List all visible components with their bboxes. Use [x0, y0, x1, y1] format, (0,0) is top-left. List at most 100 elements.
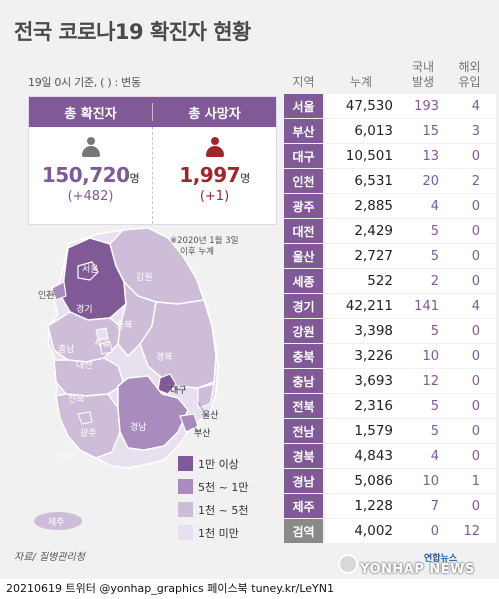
row-domestic: 4 — [430, 198, 439, 214]
confirmed-change: (+482) — [67, 189, 114, 204]
table-body: 서울 47,530 193 4 부산 6,013 15 3 대구 10,501 13 0 인천 6,531… — [284, 94, 496, 543]
table-row: 충남 3,693 12 0 — [284, 369, 496, 393]
row-imported: 0 — [471, 498, 480, 514]
map-label-jeju: 제주 — [48, 518, 65, 528]
row-region: 충북 — [284, 344, 323, 368]
deaths-column: 1,997명 (+1) — [153, 127, 276, 224]
row-region: 세종 — [284, 269, 323, 293]
legend-label: 1천 미만 — [198, 526, 239, 540]
summary-header: 총 확진자 총 사망자 — [29, 97, 276, 127]
row-region: 전남 — [284, 419, 323, 443]
row-cells: 4,843 4 0 — [325, 444, 496, 468]
row-domestic: 141 — [414, 298, 439, 314]
brand-logo: 연합뉴스 YONHAP NEWS — [338, 551, 496, 577]
row-total: 2,885 — [354, 198, 393, 214]
table-row: 검역 4,002 0 12 — [284, 519, 496, 543]
legend-label: 1만 이상 — [198, 457, 239, 471]
legend-label: 1천 ~ 5천 — [198, 503, 249, 517]
row-domestic: 5 — [430, 423, 439, 439]
row-cells: 3,226 10 0 — [325, 344, 496, 368]
stats-table: 지역 누계 국내 발생 해외 유입 서울 47,530 193 4 부산 6,013 15 3 대구… — [284, 44, 496, 544]
row-cells: 1,228 7 0 — [325, 494, 496, 518]
yonhap-logo-icon — [338, 554, 358, 574]
deaths-label: 총 사망자 — [188, 106, 241, 122]
row-domestic: 10 — [422, 348, 439, 364]
deaths-total: 1,997명 — [179, 163, 250, 187]
row-total: 522 — [367, 273, 393, 289]
legend-item: 1천 ~ 5천 — [178, 498, 248, 521]
row-cells: 47,530 193 4 — [325, 94, 496, 118]
row-domestic: 0 — [430, 523, 439, 539]
row-region: 대전 — [284, 219, 323, 243]
subtitle: 19일 0시 기준, ( ) : 변동 — [28, 76, 141, 89]
header-imported: 해외 유입 — [447, 60, 492, 90]
row-domestic: 5 — [430, 398, 439, 414]
map-label-chungnam: 충남 — [58, 345, 75, 355]
person-red-icon — [204, 137, 226, 159]
row-total: 47,530 — [345, 98, 393, 114]
row-cells: 3,693 12 0 — [325, 369, 496, 393]
row-total: 1,579 — [354, 423, 393, 439]
row-imported: 0 — [471, 448, 480, 464]
table-row: 경남 5,086 10 1 — [284, 469, 496, 493]
row-domestic: 15 — [422, 123, 439, 139]
row-region: 경북 — [284, 444, 323, 468]
region-busan — [179, 413, 199, 433]
row-region: 부산 — [284, 119, 323, 143]
row-region: 강원 — [284, 319, 323, 343]
map-label-gyeongnam: 경남 — [130, 423, 147, 433]
row-imported: 0 — [471, 223, 480, 239]
brand-name-en: YONHAP NEWS — [360, 562, 475, 577]
map-label-sejong: 세종 — [94, 339, 111, 349]
row-total: 2,727 — [354, 248, 393, 264]
row-region: 경기 — [284, 294, 323, 318]
row-region: 서울 — [284, 94, 323, 118]
row-region: 경남 — [284, 469, 323, 493]
row-imported: 1 — [471, 473, 480, 489]
row-total: 3,398 — [354, 323, 393, 339]
row-total: 6,531 — [354, 173, 393, 189]
row-domestic: 5 — [430, 323, 439, 339]
header-total: 누계 — [349, 75, 373, 89]
table-row: 인천 6,531 20 2 — [284, 169, 496, 193]
row-total: 4,002 — [354, 523, 393, 539]
confirmed-label: 총 확진자 — [64, 106, 117, 122]
row-imported: 0 — [471, 323, 480, 339]
confirmed-column: 150,720명 (+482) — [29, 127, 153, 224]
table-header: 지역 누계 국내 발생 해외 유입 — [284, 44, 496, 94]
row-cells: 1,579 5 0 — [325, 419, 496, 443]
map-label-gyeonggi: 경기 — [76, 305, 93, 315]
row-region: 검역 — [284, 519, 323, 543]
map-label-gangwon: 강원 — [136, 273, 153, 283]
header-imported-line1: 해외 — [458, 60, 481, 74]
row-imported: 0 — [471, 273, 480, 289]
region-ulsan — [197, 383, 215, 409]
row-total: 2,429 — [354, 223, 393, 239]
row-region: 광주 — [284, 194, 323, 218]
row-cells: 2,316 5 0 — [325, 394, 496, 418]
table-row: 울산 2,727 5 0 — [284, 244, 496, 268]
row-cells: 42,211 141 4 — [325, 294, 496, 318]
row-domestic: 10 — [422, 473, 439, 489]
row-imported: 0 — [471, 348, 480, 364]
row-region: 인천 — [284, 169, 323, 193]
row-cells: 6,013 15 3 — [325, 119, 496, 143]
region-jeonnam — [55, 393, 121, 459]
row-cells: 522 2 0 — [325, 269, 496, 293]
header-divider — [152, 103, 153, 121]
map-note: ※2020년 1월 3일 이후 누계 — [170, 236, 238, 258]
row-cells: 2,429 5 0 — [325, 219, 496, 243]
table-row: 경북 4,843 4 0 — [284, 444, 496, 468]
table-row: 경기 42,211 141 4 — [284, 294, 496, 318]
row-cells: 2,885 4 0 — [325, 194, 496, 218]
row-total: 10,501 — [345, 148, 393, 164]
row-imported: 4 — [471, 298, 480, 314]
deaths-change: (+1) — [199, 189, 230, 204]
row-domestic: 2 — [430, 273, 439, 289]
row-region: 전북 — [284, 394, 323, 418]
row-imported: 2 — [471, 173, 480, 189]
map-label-gwangju: 광주 — [80, 429, 97, 439]
row-cells: 6,531 20 2 — [325, 169, 496, 193]
table-row: 충북 3,226 10 0 — [284, 344, 496, 368]
